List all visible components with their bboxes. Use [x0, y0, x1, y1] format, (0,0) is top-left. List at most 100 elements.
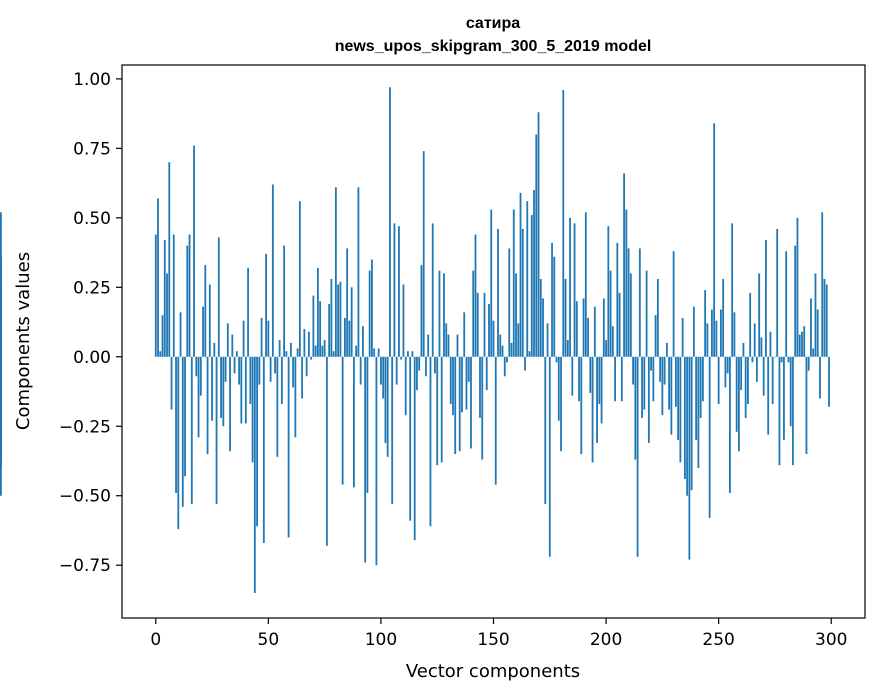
bar [656, 278, 659, 357]
bar [253, 356, 256, 593]
bar [328, 303, 331, 357]
bar [643, 356, 646, 410]
bar [679, 356, 682, 463]
bar [276, 356, 279, 457]
bar [307, 331, 310, 357]
bar [524, 356, 526, 371]
bar [589, 356, 592, 393]
bar [271, 184, 274, 357]
bar [458, 356, 461, 452]
bar [393, 223, 396, 357]
bar [488, 303, 490, 357]
bar [623, 173, 625, 357]
bar [665, 342, 668, 357]
bar [172, 234, 175, 357]
bar [632, 356, 634, 385]
bar [197, 356, 200, 438]
bar [812, 348, 815, 357]
bar [220, 356, 222, 418]
bar [368, 270, 371, 357]
bar [233, 356, 236, 374]
bar [211, 356, 213, 421]
bar [593, 306, 596, 357]
bar [605, 340, 607, 357]
bar [179, 312, 182, 357]
x-axis-ticks: 0 50 100 150 200 250 300 [150, 618, 847, 650]
bar [289, 342, 292, 357]
bar [774, 356, 776, 358]
bar [762, 356, 765, 396]
bar [803, 326, 806, 357]
bar [717, 356, 720, 405]
bar [708, 356, 711, 518]
bar [384, 356, 387, 443]
bar [440, 356, 443, 463]
bar [652, 356, 655, 402]
bar [398, 226, 400, 357]
bar [731, 223, 734, 357]
bar [420, 265, 423, 357]
bar [265, 253, 267, 357]
bar [711, 309, 713, 357]
bar [686, 356, 689, 496]
bar [654, 315, 657, 357]
bar [816, 309, 819, 357]
bar [330, 278, 333, 357]
bar [598, 356, 601, 405]
bar [783, 356, 785, 441]
bar [0, 323, 2, 357]
bar [465, 356, 468, 410]
bar [787, 356, 790, 363]
bar [226, 323, 229, 357]
bar [544, 356, 547, 505]
bar [447, 334, 450, 357]
bar [312, 295, 315, 357]
bar [729, 356, 731, 493]
bar [616, 242, 619, 357]
bar [431, 223, 434, 357]
bar [362, 326, 364, 357]
y-tick-label: 0.25 [73, 278, 111, 298]
x-tick-label: 50 [258, 630, 280, 650]
bar [769, 331, 772, 357]
bar [341, 356, 344, 485]
bar [758, 273, 761, 357]
bar [724, 356, 727, 388]
bar [400, 356, 403, 360]
bar [569, 217, 571, 357]
bar [456, 334, 459, 357]
bar [530, 215, 533, 357]
bar [661, 356, 664, 416]
bar [483, 292, 486, 357]
bar [348, 320, 351, 357]
bar [283, 245, 286, 357]
bar [609, 270, 612, 357]
bar [184, 356, 186, 477]
bar [751, 356, 754, 363]
y-tick-label: −0.25 [59, 417, 111, 437]
bar [389, 87, 391, 357]
bar [247, 267, 249, 357]
bar [231, 334, 234, 357]
bar [659, 356, 662, 382]
bar [796, 217, 799, 357]
bar [566, 340, 569, 357]
bar [157, 198, 159, 357]
chart-subtitle: news_upos_skipgram_300_5_2019 model [335, 38, 652, 55]
bar [382, 356, 385, 399]
bar [235, 351, 238, 357]
bar [249, 356, 252, 405]
x-tick-label: 100 [365, 630, 397, 650]
bar [204, 265, 207, 357]
bar [720, 309, 722, 357]
bar [159, 351, 162, 357]
bar [733, 312, 736, 357]
bar [537, 112, 540, 357]
bar [294, 356, 297, 438]
bar [546, 323, 549, 357]
bar [747, 356, 749, 405]
bar [346, 248, 349, 357]
bar [0, 345, 2, 357]
bar [697, 356, 700, 468]
y-tick-label: −0.50 [59, 487, 111, 507]
